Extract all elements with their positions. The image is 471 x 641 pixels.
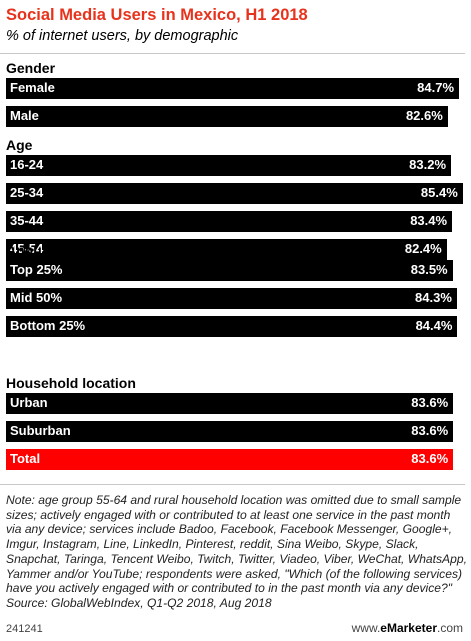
brand-prefix: www. [351, 621, 381, 635]
bar-value: 83.4% [410, 213, 448, 228]
bar-label: Urban [10, 395, 48, 410]
bar-value: 84.3% [415, 290, 452, 305]
brand-suffix: .com [436, 621, 463, 635]
bar: 16-24 83.2% [6, 155, 452, 176]
bar-label: Male [10, 108, 39, 123]
group-label: Household location [6, 375, 136, 391]
bar: Total 83.6% [6, 449, 454, 470]
bar: Female 84.7% [6, 78, 460, 99]
bar-value: 82.6% [405, 108, 443, 123]
bar-value: 83.2% [409, 157, 447, 172]
chart-note: Note: age group 55-64 and rural househol… [6, 493, 468, 611]
bar-label: Bottom 25% [10, 318, 86, 333]
bar-value: 83.6% [411, 395, 449, 410]
chart-id: 241241 [6, 623, 43, 635]
bar-label: 35-44 [10, 213, 44, 228]
brand-name: eMarketer [380, 621, 437, 635]
bar-value: 83.6% [411, 451, 449, 466]
group-label: Gender [6, 60, 56, 76]
bar-value: 84.4% [415, 318, 453, 333]
source-text: Source: GlobalWebIndex, Q1-Q2 2018, Aug … [6, 595, 272, 610]
bar: Mid 50% 84.3% [6, 288, 457, 309]
note-text: Note: age group 55-64 and rural househol… [6, 493, 467, 596]
bottom-divider [0, 484, 465, 485]
group-label: Annual household income group [6, 242, 225, 258]
bar: Urban 83.6% [6, 393, 454, 414]
group-label: Age [6, 137, 33, 153]
bar-value: 83.6% [411, 423, 449, 438]
bar: Male 82.6% [6, 106, 448, 127]
bar: Suburban 83.6% [6, 421, 454, 442]
bar-label: 45-54 [10, 241, 44, 256]
chart-title: Social Media Users in Mexico, H1 2018 [6, 6, 308, 24]
bar-value: 83.5% [410, 262, 448, 277]
bar-value: 85.4% [420, 185, 458, 200]
bar-value: 82.4% [404, 241, 442, 256]
top-divider [0, 53, 465, 54]
brand-logo[interactable]: www.eMarketer.com [352, 621, 463, 635]
bar: 25-34 85.4% [6, 183, 463, 204]
bar-label: Suburban [10, 423, 71, 438]
bar: Top 25% 83.5% [6, 260, 453, 281]
bar-label: 16-24 [10, 157, 44, 172]
bar: Bottom 25% 84.4% [6, 316, 458, 337]
bar-label: 25-34 [10, 185, 44, 200]
bar-label: Female [10, 80, 55, 95]
bar-label: Mid 50% [10, 290, 63, 305]
bar: 45-54 82.4% [6, 239, 447, 260]
bar-label: Total [10, 451, 41, 466]
bar-label: Top 25% [10, 262, 63, 277]
chart-subtitle: % of internet users, by demographic [6, 28, 239, 44]
bar: 35-44 83.4% [6, 211, 453, 232]
bar-value: 84.7% [417, 80, 455, 95]
